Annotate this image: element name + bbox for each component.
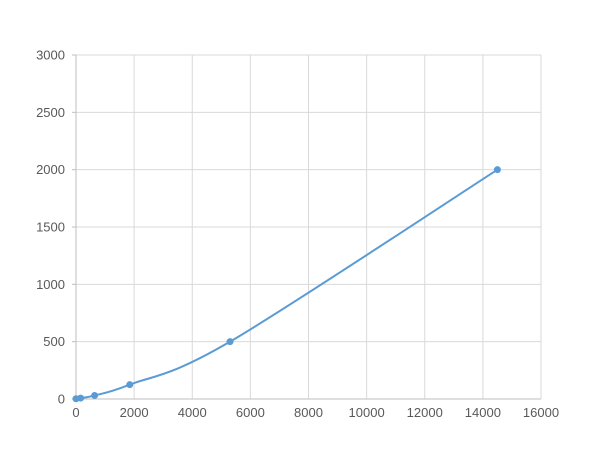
- y-tick-label: 2000: [36, 162, 65, 177]
- y-tick-label: 1000: [36, 277, 65, 292]
- x-tick-label: 6000: [236, 405, 265, 420]
- x-tick-label: 16000: [523, 405, 559, 420]
- data-point-marker: [91, 391, 99, 399]
- x-tick-label: 4000: [178, 405, 207, 420]
- x-tick-label: 12000: [407, 405, 443, 420]
- x-tick-label: 10000: [349, 405, 385, 420]
- y-tick-label: 500: [43, 334, 65, 349]
- x-tick-label: 0: [72, 405, 79, 420]
- x-tick-label: 14000: [465, 405, 501, 420]
- y-tick-label: 0: [58, 392, 65, 407]
- data-point-marker: [493, 166, 501, 174]
- data-point-marker: [126, 381, 134, 389]
- y-tick-label: 2500: [36, 105, 65, 120]
- x-tick-label: 8000: [294, 405, 323, 420]
- data-point-marker: [226, 338, 234, 346]
- y-tick-label: 1500: [36, 220, 65, 235]
- data-point-marker: [77, 394, 85, 402]
- x-tick-label: 2000: [120, 405, 149, 420]
- y-tick-label: 3000: [36, 48, 65, 63]
